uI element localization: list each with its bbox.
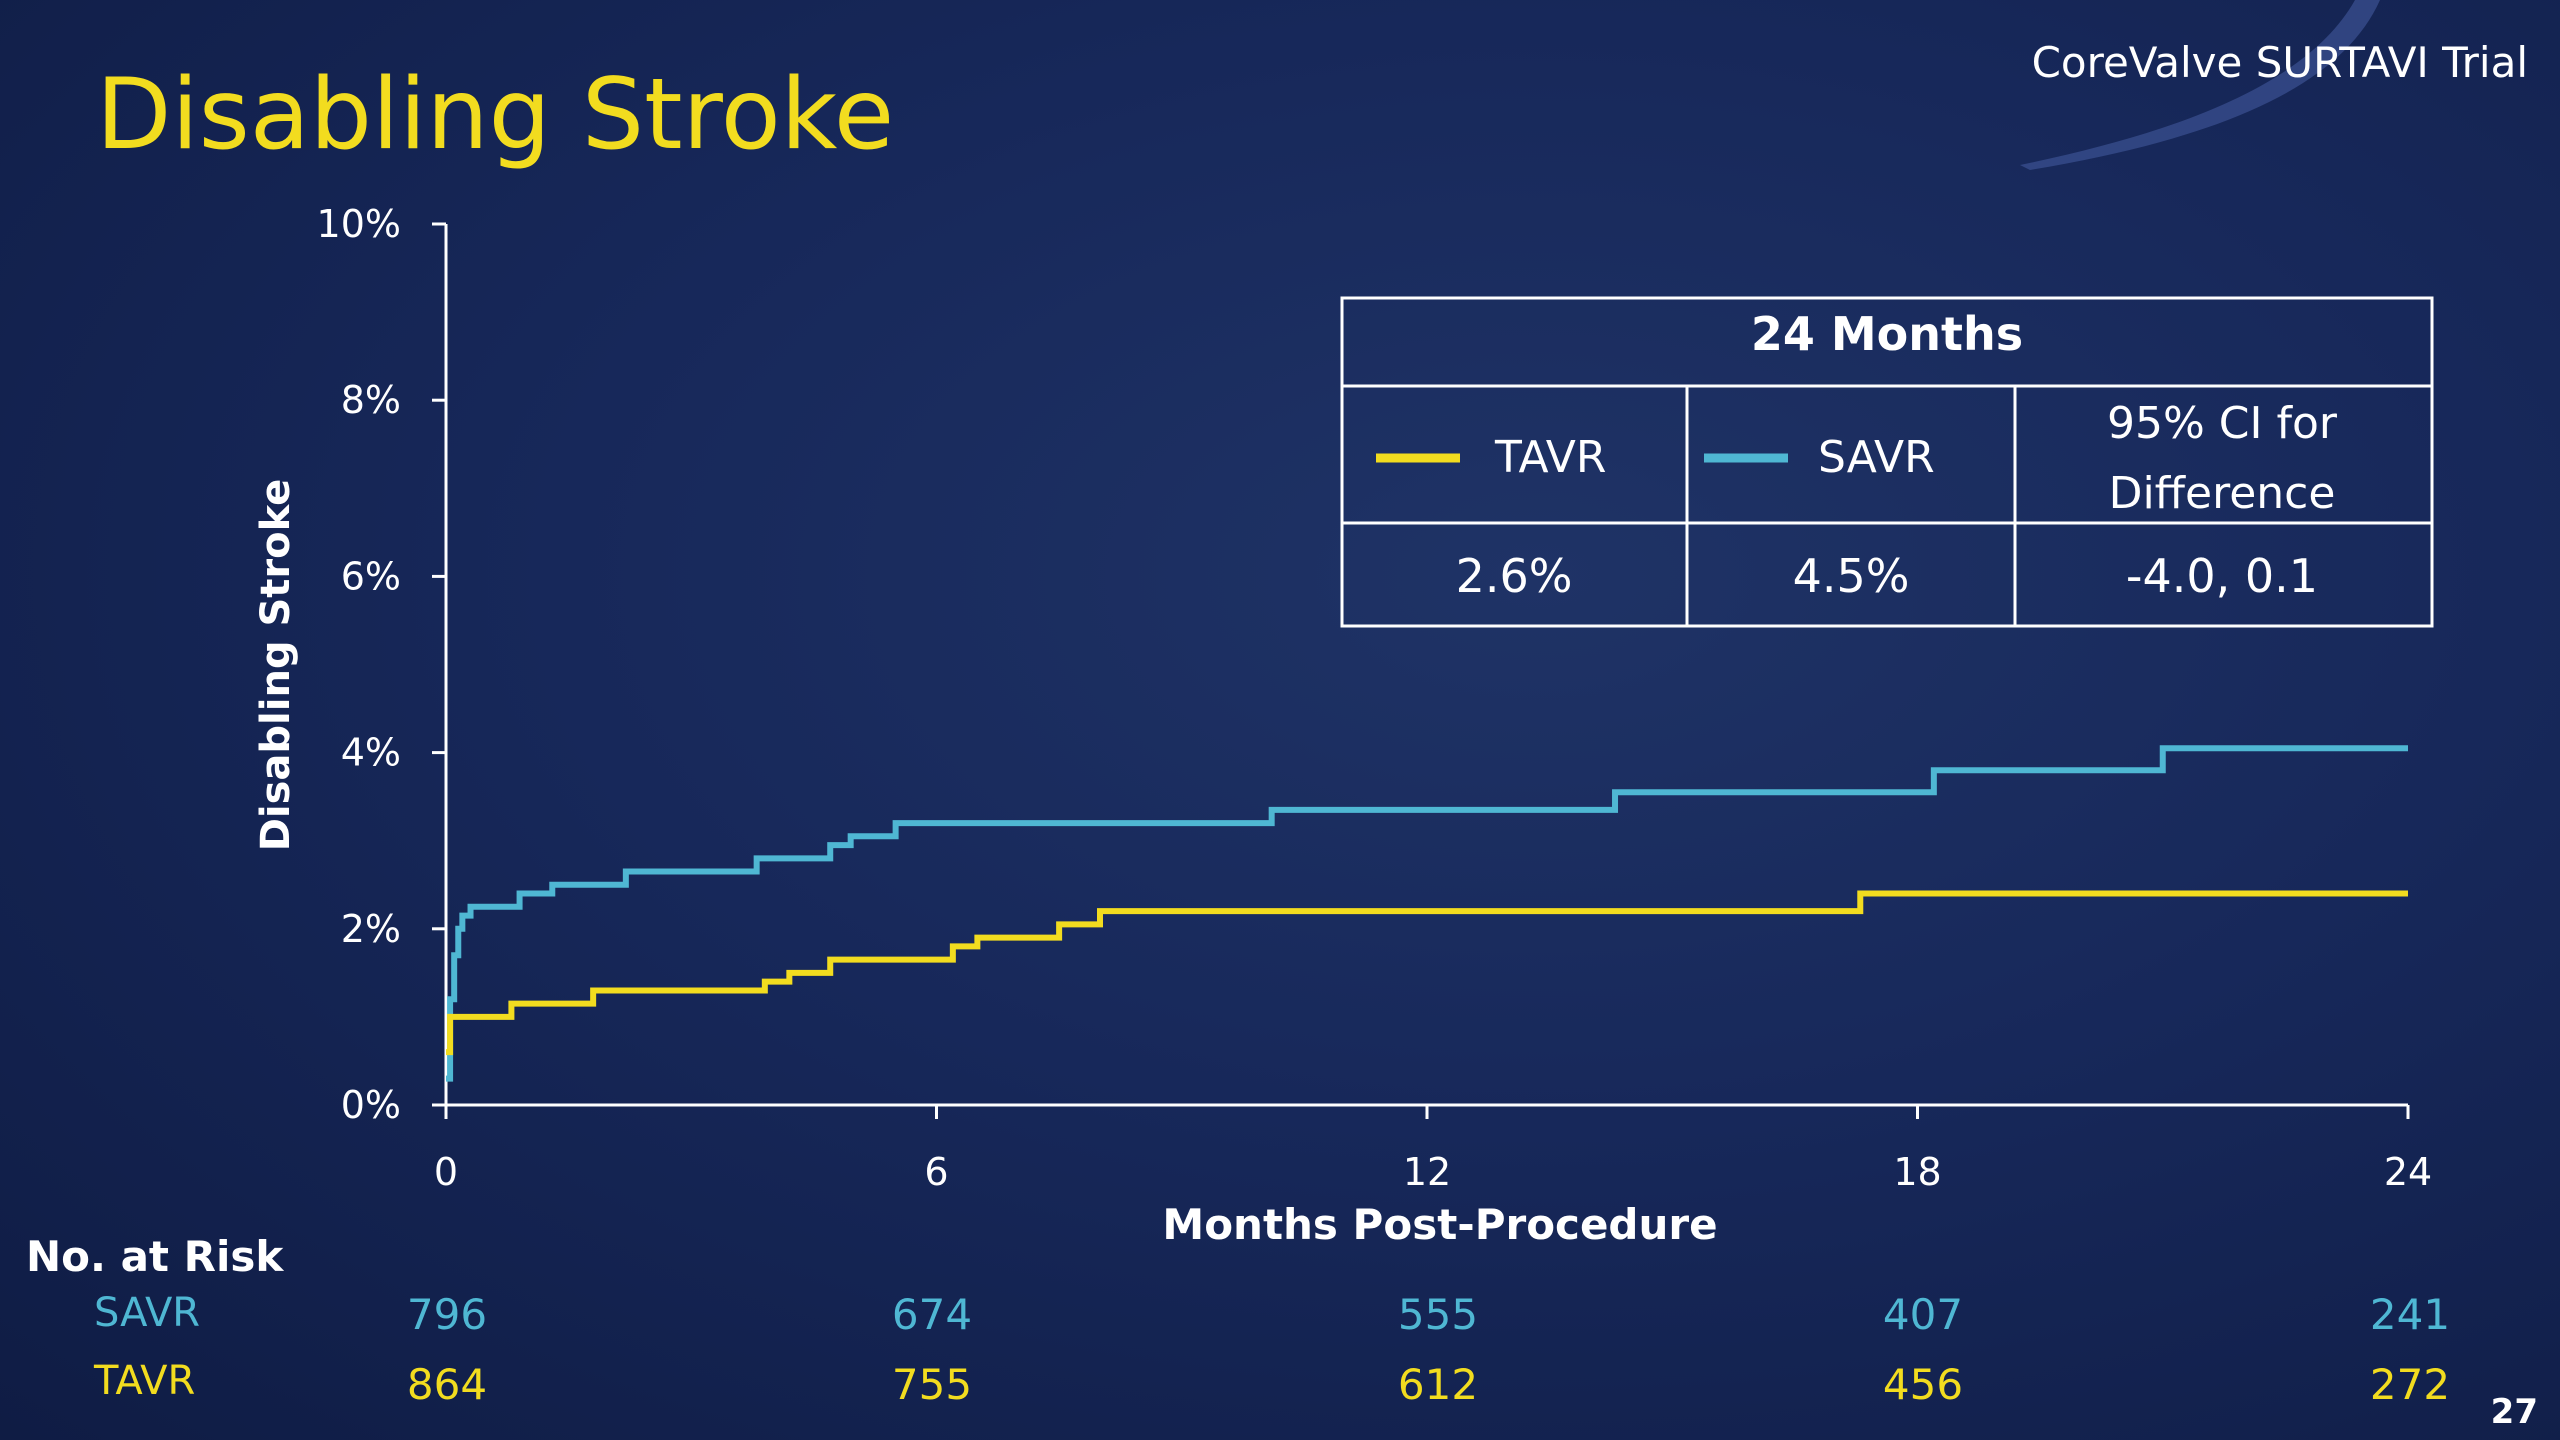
x-axis-label: Months Post-Procedure (1162, 1200, 1718, 1249)
x-tick-label: 0 (434, 1150, 458, 1194)
risk-tavr-label: TAVR (94, 1358, 196, 1404)
y-tick-label: 10% (317, 202, 401, 246)
risk-savr-value: 796 (406, 1290, 488, 1339)
risk-tavr-value: 612 (1397, 1360, 1479, 1409)
y-tick-label: 8% (341, 378, 401, 422)
x-tick-label: 12 (1403, 1150, 1451, 1194)
inset-header: 24 Months (1751, 307, 2023, 361)
ci-value: -4.0, 0.1 (2126, 549, 2318, 603)
tavr-legend-label: TAVR (1494, 432, 1606, 483)
chart-series (446, 745, 2408, 1082)
risk-tavr-value: 456 (1882, 1360, 1964, 1409)
y-tick-label: 6% (341, 554, 401, 598)
page-number: 27 (2490, 1392, 2538, 1432)
risk-savr-value: 555 (1397, 1290, 1479, 1339)
chart-axes: 0% 2% 4% 6% 8% 10% 0 6 12 18 24 (317, 202, 2433, 1194)
tavr-value: 2.6% (1456, 549, 1573, 603)
savr-value: 4.5% (1793, 549, 1910, 603)
ci-label-line2: Difference (2109, 468, 2336, 519)
risk-tavr-value: 755 (891, 1360, 973, 1409)
series-line-savr (446, 745, 2408, 1082)
y-tick-label: 0% (341, 1083, 401, 1127)
y-tick-label: 2% (341, 907, 401, 951)
risk-savr-value: 674 (891, 1290, 973, 1339)
slide-title: Disabling Stroke (96, 58, 895, 172)
savr-legend-label: SAVR (1818, 432, 1935, 483)
risk-tavr-value: 864 (406, 1360, 488, 1409)
ci-label-line1: 95% CI for (2107, 398, 2338, 449)
risk-table-title: No. at Risk (26, 1232, 284, 1281)
inset-frame (1340, 296, 2434, 628)
inset-table: 24 Months TAVR SAVR 95% CI for Differenc… (1340, 296, 2434, 628)
x-tick-label: 18 (1893, 1150, 1941, 1194)
risk-savr-label: SAVR (94, 1290, 201, 1336)
risk-tavr-value: 272 (2369, 1360, 2451, 1409)
x-tick-label: 6 (924, 1150, 948, 1194)
y-tick-label: 4% (341, 731, 401, 775)
series-line-tavr (446, 890, 2408, 1056)
brand-swoosh-graphic (2020, 0, 2380, 170)
x-tick-label: 24 (2384, 1150, 2432, 1194)
risk-savr-value: 241 (2369, 1290, 2451, 1339)
risk-savr-value: 407 (1882, 1290, 1964, 1339)
y-axis-label: Disabling Stroke (253, 478, 299, 852)
brand-label: CoreValve SURTAVI Trial (2031, 38, 2528, 87)
